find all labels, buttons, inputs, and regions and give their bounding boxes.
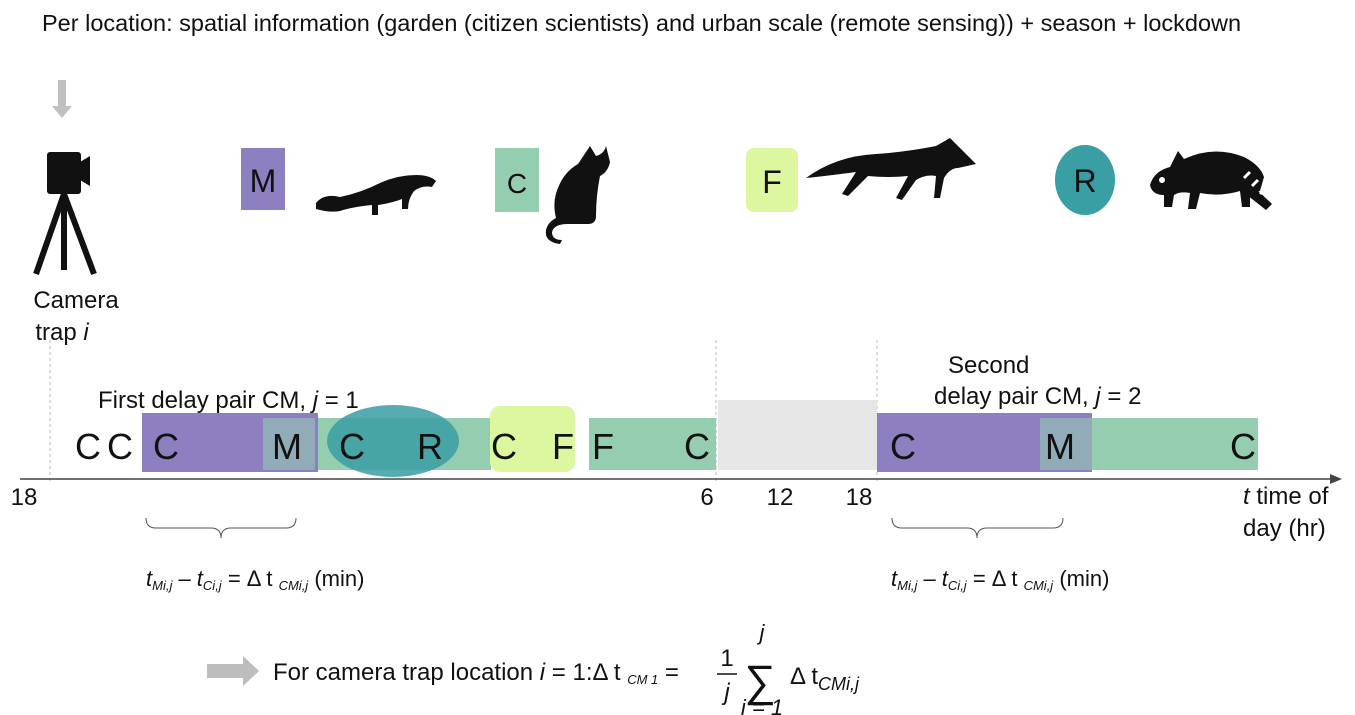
timeline-letter: F: [592, 426, 614, 467]
timeline-letter: R: [417, 426, 443, 467]
camera-index: i: [83, 319, 89, 346]
raccoon-interval: [327, 405, 459, 477]
brace: [891, 517, 1064, 539]
label-part: = 2: [1101, 383, 1142, 410]
axis-label: day (hr): [1243, 515, 1326, 542]
axis-ticks: 18 6 12 18: [11, 484, 873, 511]
formula-part: (min): [1053, 566, 1109, 591]
timeline-letter: M: [1045, 426, 1075, 467]
camera-label: trap i: [35, 319, 89, 346]
timeline-letter: C: [153, 426, 179, 467]
timeline-letter: C: [1230, 426, 1256, 467]
summary-formula: For camera trap location i = 1:Δ t CM 1 …: [273, 659, 679, 687]
delay-formula: tMi,j – tCi,j = Δ t CMi,j (min): [146, 566, 364, 593]
formula-part: Mi,j: [152, 578, 173, 593]
legend-letter: M: [250, 163, 277, 199]
timeline-letter: C: [684, 426, 710, 467]
formula-part: CMi,j: [818, 674, 860, 694]
camera-icon: [33, 152, 97, 276]
axis-label: t time of: [1243, 483, 1329, 510]
formula-part: – t: [172, 566, 203, 591]
sum-top: j: [757, 620, 766, 645]
formula-part: Ci,j: [948, 578, 968, 593]
legend-box-c: [495, 148, 539, 212]
legend-letter: R: [1073, 163, 1096, 199]
formula-part: Δ t: [790, 663, 818, 690]
overlap: [1040, 418, 1092, 470]
label-part: j: [1092, 383, 1101, 410]
timeline-letter: C: [890, 426, 916, 467]
timeline-letter: C: [339, 426, 365, 467]
formula-part: CM 1: [627, 672, 658, 687]
formula-part: (min): [308, 566, 364, 591]
label-part: = 1: [318, 387, 359, 414]
timeline-letter: M: [272, 426, 302, 467]
first-pair-label: First delay pair CM, j = 1: [98, 387, 359, 414]
sum-bottom: i = 1: [741, 695, 783, 715]
cat-interval: [589, 418, 716, 470]
daytime-gap: [718, 400, 877, 470]
fraction-numerator: 1: [720, 645, 733, 672]
mink-icon: [316, 175, 436, 215]
delay-formula: tMi,j – tCi,j = Δ t CMi,j (min): [891, 566, 1109, 593]
fox-interval: [490, 406, 575, 472]
header-title: Per location: spatial information (garde…: [42, 10, 1242, 36]
formula-part: = Δ t: [967, 566, 1024, 591]
axis-label: t: [1243, 483, 1251, 510]
legend-box-f: [746, 148, 798, 212]
fraction-denominator: j: [721, 679, 730, 706]
cat-icon: [545, 146, 610, 244]
camera-label: Camera: [33, 287, 119, 314]
timeline-letter: C: [75, 426, 101, 467]
sum-term: Δ tCMi,j: [790, 663, 860, 694]
brace: [145, 517, 297, 539]
axis-label: time of: [1250, 483, 1329, 510]
legend-box-r: [1055, 145, 1115, 215]
raccoon-icon: [1150, 151, 1272, 210]
formula-part: = Δ t: [222, 566, 279, 591]
arrow-right: [207, 656, 259, 686]
timeline-letter: C: [107, 426, 133, 467]
formula-part: t: [891, 566, 898, 591]
formula-part: CMi,j: [279, 578, 310, 593]
second-pair-label: delay pair CM, j = 2: [934, 383, 1141, 410]
tick-label: 18: [846, 484, 873, 511]
overlap: [263, 418, 315, 470]
formula-part: Ci,j: [203, 578, 223, 593]
formula-part: i: [540, 659, 546, 686]
sum-sign: ∑: [744, 657, 775, 706]
formula-part: t: [146, 566, 153, 591]
tick-label: 12: [767, 484, 794, 511]
legend-letter: C: [507, 168, 527, 199]
formula-part: Mi,j: [897, 578, 918, 593]
formula-part: CMi,j: [1024, 578, 1055, 593]
tick-label: 18: [11, 484, 38, 511]
formula-part: – t: [917, 566, 948, 591]
cat-interval: [1092, 418, 1258, 470]
second-pair-label: Second: [948, 352, 1029, 379]
camera-label: trap: [35, 319, 83, 346]
formula-part: For camera trap location: [273, 659, 540, 686]
legend-box-m: [241, 148, 285, 210]
label-part: delay pair CM,: [934, 383, 1095, 410]
formula-part: = 1:Δ t: [545, 659, 627, 686]
arrow-down: [52, 80, 72, 118]
timeline-letter: F: [552, 426, 574, 467]
label-part: j: [310, 387, 319, 414]
label-part: First delay pair CM,: [98, 387, 313, 414]
axis-arrow: [1330, 474, 1342, 484]
tick-label: 6: [700, 484, 713, 511]
timeline-letter: C: [491, 426, 517, 467]
fox-icon: [806, 138, 976, 200]
formula-part: =: [658, 659, 679, 686]
legend-letter: F: [762, 164, 782, 200]
